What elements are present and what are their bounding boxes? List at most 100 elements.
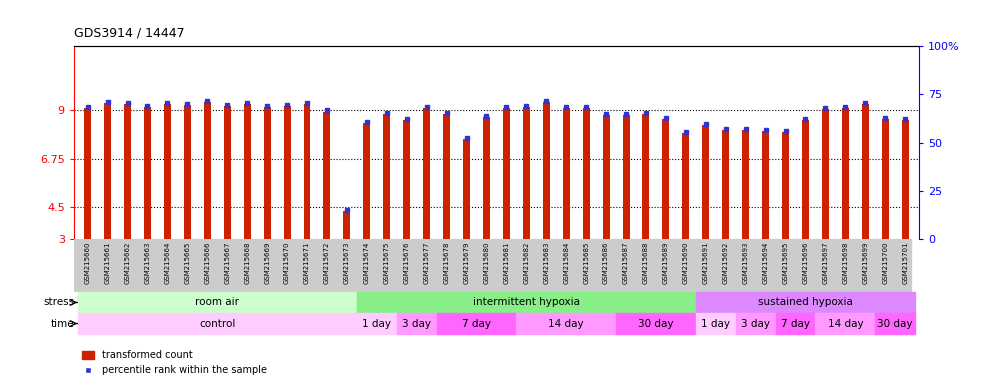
Text: 14 day: 14 day xyxy=(828,319,863,329)
Text: GSM215686: GSM215686 xyxy=(604,242,609,285)
Text: GSM215673: GSM215673 xyxy=(344,242,350,285)
Text: GSM215690: GSM215690 xyxy=(683,242,689,285)
Text: GSM215682: GSM215682 xyxy=(523,242,529,284)
Bar xyxy=(702,126,710,239)
Text: GSM215678: GSM215678 xyxy=(443,242,449,285)
Bar xyxy=(304,104,311,239)
Bar xyxy=(423,108,431,239)
Bar xyxy=(723,130,729,239)
Bar xyxy=(762,131,769,239)
Bar xyxy=(841,108,849,239)
Bar xyxy=(283,106,291,239)
Bar xyxy=(742,130,749,239)
Bar xyxy=(357,292,696,313)
Bar xyxy=(643,114,650,239)
Text: GSM215698: GSM215698 xyxy=(842,242,848,285)
Bar xyxy=(124,104,131,239)
Text: GSM215692: GSM215692 xyxy=(723,242,728,284)
Text: control: control xyxy=(200,319,236,329)
Bar xyxy=(436,313,516,334)
Text: GSM215661: GSM215661 xyxy=(104,242,111,285)
Bar xyxy=(144,107,151,239)
Text: 1 day: 1 day xyxy=(701,319,730,329)
Text: intermittent hypoxia: intermittent hypoxia xyxy=(473,298,580,308)
Text: 30 day: 30 day xyxy=(638,319,673,329)
Text: GSM215677: GSM215677 xyxy=(424,242,430,285)
Text: GSM215699: GSM215699 xyxy=(862,242,868,285)
Bar xyxy=(822,109,829,239)
Bar xyxy=(443,114,450,239)
Bar xyxy=(463,139,470,239)
Bar xyxy=(244,104,251,239)
Text: 3 day: 3 day xyxy=(402,319,432,329)
Text: GSM215669: GSM215669 xyxy=(264,242,270,285)
Bar xyxy=(696,292,915,313)
Bar xyxy=(603,115,609,239)
Bar xyxy=(616,313,696,334)
Bar xyxy=(782,132,789,239)
Bar xyxy=(164,104,171,239)
Text: GSM215695: GSM215695 xyxy=(782,242,788,284)
Bar xyxy=(343,211,350,239)
Text: GSM215701: GSM215701 xyxy=(902,242,908,285)
Bar xyxy=(184,105,191,239)
Text: GSM215680: GSM215680 xyxy=(484,242,490,285)
Text: GSM215675: GSM215675 xyxy=(383,242,389,284)
Bar xyxy=(85,108,91,239)
Text: GSM215683: GSM215683 xyxy=(544,242,549,285)
Text: 7 day: 7 day xyxy=(462,319,491,329)
Text: GSM215689: GSM215689 xyxy=(663,242,668,285)
Bar xyxy=(622,115,629,239)
Bar xyxy=(543,102,549,239)
Text: GSM215663: GSM215663 xyxy=(145,242,150,285)
Text: GDS3914 / 14447: GDS3914 / 14447 xyxy=(74,26,185,40)
Text: GSM215696: GSM215696 xyxy=(802,242,808,285)
Bar xyxy=(682,133,689,239)
Text: GSM215676: GSM215676 xyxy=(404,242,410,285)
Text: GSM215697: GSM215697 xyxy=(823,242,829,285)
Bar xyxy=(516,313,616,334)
Text: GSM215667: GSM215667 xyxy=(224,242,230,285)
Text: GSM215662: GSM215662 xyxy=(125,242,131,284)
Text: GSM215670: GSM215670 xyxy=(284,242,290,285)
Bar xyxy=(503,108,510,239)
Text: 7 day: 7 day xyxy=(781,319,810,329)
Text: GSM215687: GSM215687 xyxy=(623,242,629,285)
Text: time: time xyxy=(50,319,74,329)
Bar xyxy=(523,107,530,239)
Text: GSM215671: GSM215671 xyxy=(304,242,310,285)
Bar xyxy=(224,106,231,239)
Text: 1 day: 1 day xyxy=(363,319,391,329)
Text: 30 day: 30 day xyxy=(878,319,913,329)
Text: sustained hypoxia: sustained hypoxia xyxy=(758,298,853,308)
Text: 14 day: 14 day xyxy=(549,319,584,329)
Bar xyxy=(323,111,330,239)
Text: GSM215672: GSM215672 xyxy=(324,242,330,284)
Text: GSM215681: GSM215681 xyxy=(503,242,509,285)
Bar xyxy=(875,313,915,334)
Text: GSM215668: GSM215668 xyxy=(244,242,251,285)
Text: GSM215684: GSM215684 xyxy=(563,242,569,284)
Bar xyxy=(364,123,371,239)
Bar xyxy=(104,103,111,239)
Bar xyxy=(802,120,809,239)
Bar xyxy=(776,313,816,334)
Text: GSM215665: GSM215665 xyxy=(185,242,191,284)
Text: GSM215664: GSM215664 xyxy=(164,242,170,284)
Bar xyxy=(397,313,436,334)
Bar xyxy=(901,120,908,239)
Bar xyxy=(816,313,875,334)
Bar xyxy=(696,313,735,334)
Bar xyxy=(735,313,776,334)
Bar xyxy=(862,104,869,239)
Bar xyxy=(882,119,889,239)
Bar xyxy=(403,120,410,239)
Bar xyxy=(78,292,357,313)
Bar xyxy=(263,107,270,239)
Bar xyxy=(383,114,390,239)
Bar xyxy=(78,313,357,334)
Text: GSM215691: GSM215691 xyxy=(703,242,709,285)
Bar xyxy=(663,119,669,239)
Text: GSM215693: GSM215693 xyxy=(742,242,749,285)
Text: GSM215679: GSM215679 xyxy=(464,242,470,285)
